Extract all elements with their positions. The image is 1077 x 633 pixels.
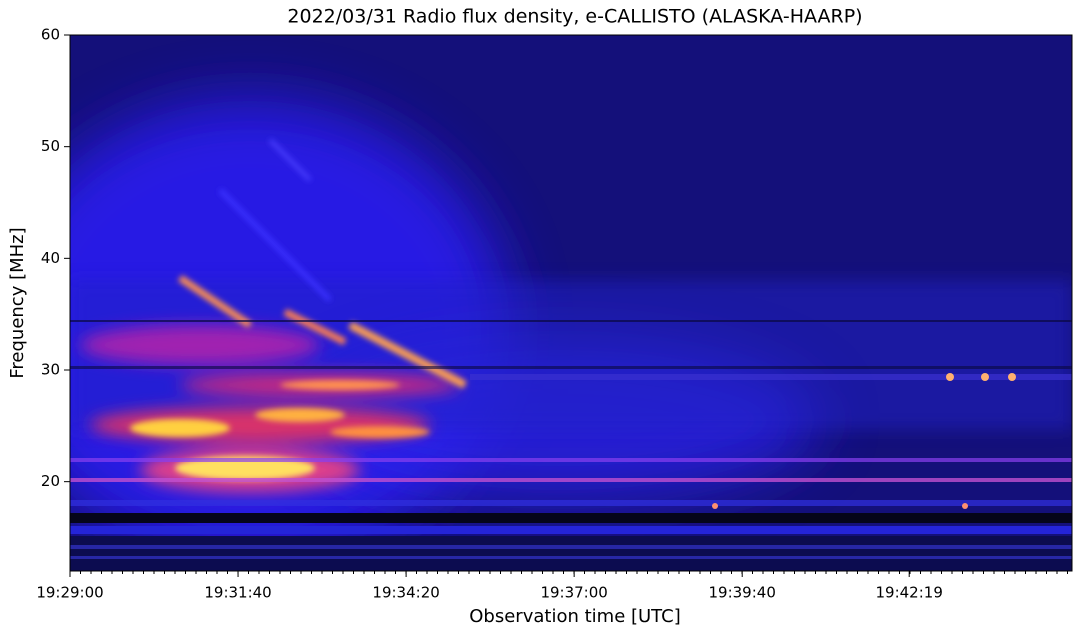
x-tick-label: 19:34:20 — [372, 584, 439, 602]
x-tick-label: 19:31:40 — [204, 584, 271, 602]
spectrogram — [70, 35, 1072, 571]
plot-frame — [69, 34, 1073, 572]
x-tick-label: 19:37:00 — [540, 584, 607, 602]
interference-bands — [70, 320, 1072, 571]
y-tick-label: 30 — [41, 361, 60, 379]
y-axis-label: Frequency [MHz] — [7, 227, 28, 378]
x-axis-label: Observation time [UTC] — [469, 606, 680, 627]
y-tick-label: 60 — [41, 26, 60, 44]
y-tick-label: 20 — [41, 472, 60, 490]
x-tick-label: 19:39:40 — [709, 584, 776, 602]
x-tick-label: 19:42:19 — [876, 584, 943, 602]
y-tick-label: 50 — [41, 137, 60, 155]
y-tick-label: 40 — [41, 249, 60, 267]
x-tick-label: 19:29:00 — [36, 584, 103, 602]
chart-title: 2022/03/31 Radio flux density, e-CALLIST… — [287, 6, 862, 28]
